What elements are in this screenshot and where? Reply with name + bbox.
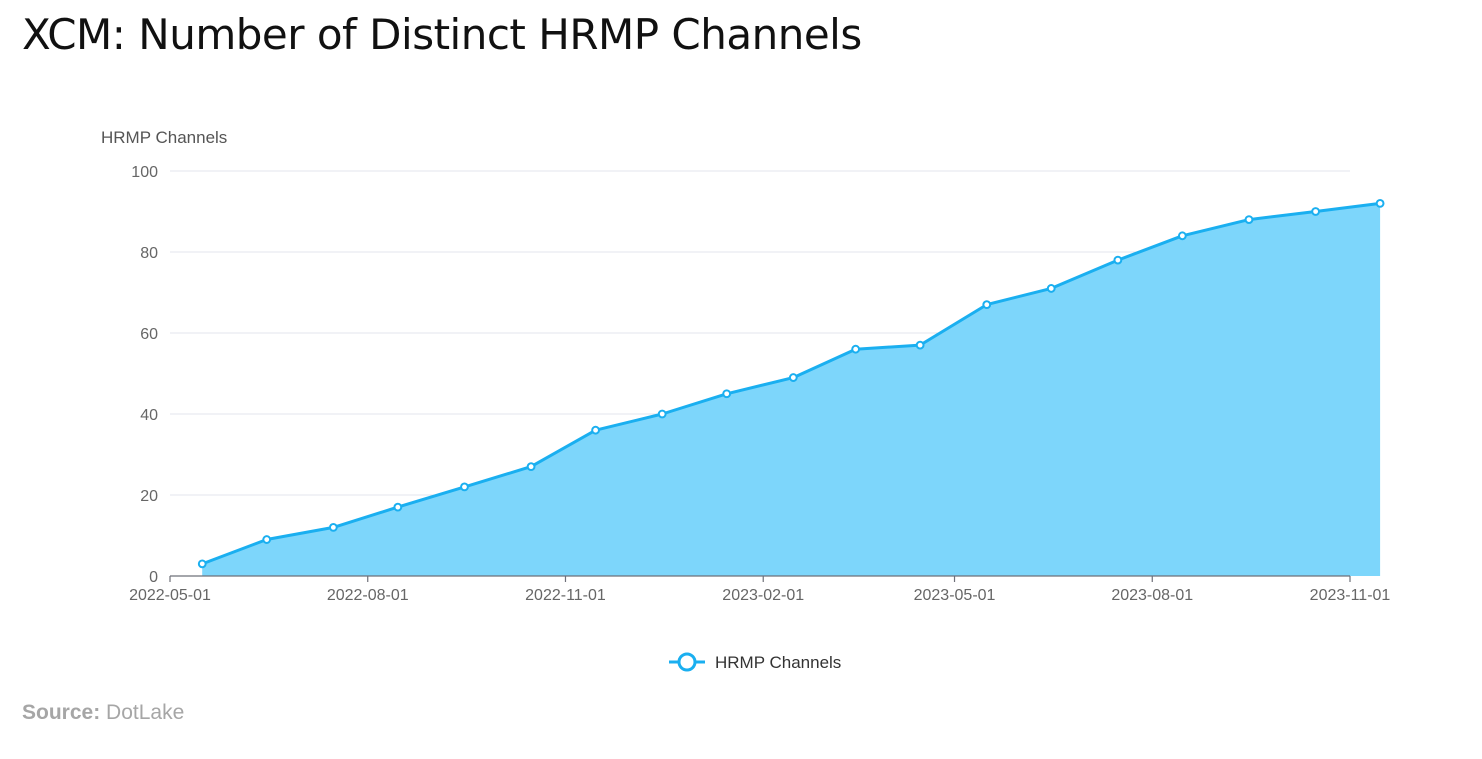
data-point — [1311, 207, 1321, 216]
series-points — [197, 199, 1385, 569]
data-point — [722, 389, 732, 399]
source-note: Source: DotLake — [22, 701, 184, 725]
y-tick-label: 40 — [140, 407, 158, 424]
y-tick-label: 100 — [131, 164, 158, 181]
legend[interactable]: HRMP Channels — [669, 652, 841, 672]
x-tick-label: 2022-11-01 — [525, 587, 606, 604]
data-point — [1244, 215, 1254, 225]
chart-title: XCM: Number of Distinct HRMP Channels — [22, 10, 862, 59]
x-tick-label: 2022-05-01 — [129, 587, 211, 604]
data-point — [1046, 284, 1056, 293]
source-value: DotLake — [106, 701, 185, 724]
x-tick-label: 2023-02-01 — [722, 587, 804, 604]
y-tick-label: 20 — [140, 488, 158, 505]
data-point — [1113, 255, 1123, 265]
data-point — [851, 344, 861, 354]
data-point — [526, 462, 536, 472]
x-tick-label: 2023-08-01 — [1111, 587, 1193, 604]
y-tick-label: 80 — [140, 245, 158, 262]
x-tick-label: 2022-08-01 — [327, 587, 409, 604]
data-point — [591, 425, 600, 435]
data-point — [1375, 199, 1385, 208]
y-tick-label: 60 — [140, 326, 158, 343]
data-point — [915, 340, 925, 350]
data-point — [460, 482, 469, 492]
legend-circle-marker — [677, 652, 697, 672]
data-point — [328, 523, 338, 532]
data-point — [262, 535, 272, 544]
data-point — [788, 373, 798, 382]
y-tick-label: 0 — [149, 569, 158, 586]
source-label: Source: — [22, 701, 101, 724]
y-axis-label: HRMP Channels — [101, 128, 227, 147]
data-point — [393, 502, 403, 512]
x-tick-label: 2023-11-01 — [1310, 587, 1391, 604]
data-point — [197, 559, 207, 569]
legend-item-label: HRMP Channels — [715, 653, 841, 672]
data-point — [982, 300, 992, 310]
data-point — [657, 409, 667, 419]
series-area — [202, 203, 1381, 576]
axes: 0 20 40 60 80 100 2022-05-01 2022-08-01 2022-11-… — [129, 164, 1390, 604]
x-tick-label: 2023-05-01 — [914, 587, 996, 604]
chart: 0 20 40 60 80 100 2022-05-01 2022-08-01 2022-11-… — [101, 128, 1390, 672]
data-point — [1177, 231, 1187, 241]
